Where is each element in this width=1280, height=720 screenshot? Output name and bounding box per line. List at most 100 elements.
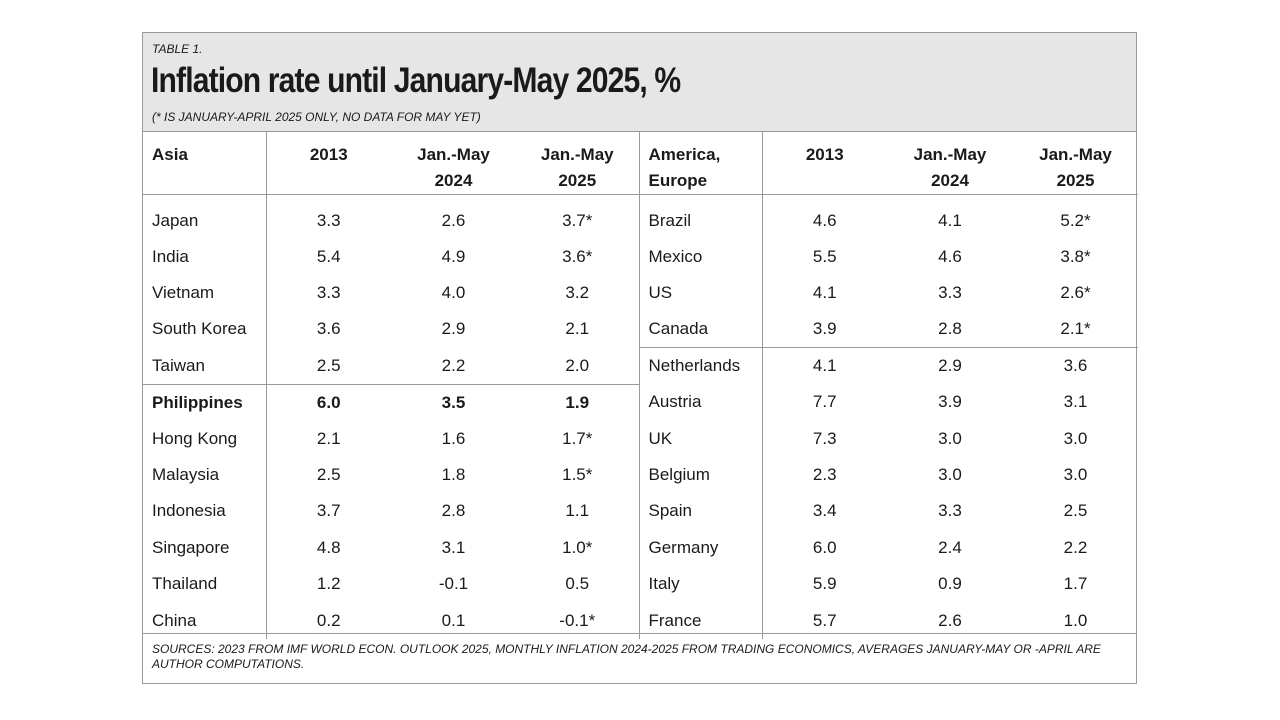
header-2025-west-line1: Jan.-May — [1039, 145, 1112, 164]
asia-2013: 4.8 — [316, 537, 341, 557]
asia-2013: 3.7 — [316, 501, 341, 521]
asia-2025: 2.1 — [565, 319, 590, 339]
table-header-row: Asia 2013 Jan.-May 2024 Jan.-May 2025 Am… — [143, 132, 1138, 195]
table-row: Philippines 6.0 3.5 1.9 Austria 7.7 3.9 … — [143, 383, 1138, 421]
west-2013: 5.7 — [812, 610, 837, 630]
west-2025: 5.2* — [1060, 210, 1091, 230]
west-2025: 1.0 — [1063, 610, 1088, 630]
asia-country: Indonesia — [143, 493, 267, 530]
west-2013: 4.6 — [812, 210, 837, 230]
table-subtitle: (* IS JANUARY-APRIL 2025 ONLY, NO DATA F… — [152, 110, 481, 124]
west-2013: 4.1 — [812, 283, 837, 303]
west-country: Canada — [638, 311, 763, 348]
asia-country: Singapore — [143, 529, 267, 567]
asia-2025: 1.1 — [565, 501, 590, 521]
asia-2025: -0.1* — [559, 610, 596, 630]
west-2024: 3.0 — [938, 428, 962, 448]
asia-2025: 0.5 — [565, 574, 590, 594]
west-2025: 3.1 — [1063, 392, 1088, 412]
header-asia: Asia — [143, 132, 267, 195]
table-row: Malaysia 2.5 1.8 1.5* Belgium 2.3 3.0 3.… — [143, 456, 1138, 494]
asia-2024: 4.0 — [441, 283, 466, 303]
table-row: Vietnam 3.3 4.0 3.2 US 4.1 3.3 2.6* — [143, 274, 1138, 312]
asia-2024: 2.2 — [441, 355, 466, 375]
asia-2013: 0.2 — [316, 610, 341, 630]
header-2013-asia: 2013 — [266, 132, 391, 195]
asia-country: Thailand — [143, 566, 267, 603]
inflation-table-figure: TABLE 1. Inflation rate until January-Ma… — [142, 32, 1138, 684]
table-footer: SOURCES: 2023 FROM IMF WORLD ECON. OUTLO… — [143, 633, 1136, 683]
west-2024: 4.6 — [938, 246, 962, 266]
asia-2013-highlight: 6.0 — [266, 383, 391, 421]
west-2013: 2.3 — [812, 465, 837, 485]
west-2024: 3.3 — [938, 283, 962, 303]
asia-2024: 4.9 — [441, 246, 466, 266]
west-2025: 3.6 — [1013, 347, 1138, 385]
header-2025-asia-line1: Jan.-May — [540, 145, 614, 164]
west-2025: 3.8* — [1060, 246, 1091, 266]
west-2024: 3.0 — [938, 465, 962, 485]
header-2024-asia-line1: Jan.-May — [417, 145, 490, 164]
west-2024: 2.9 — [887, 347, 1013, 385]
header-2025-asia-line2: 2025 — [558, 171, 597, 190]
asia-country: Malaysia — [143, 456, 267, 494]
inflation-table: Asia 2013 Jan.-May 2024 Jan.-May 2025 Am… — [143, 132, 1138, 639]
sources-note: SOURCES: 2023 FROM IMF WORLD ECON. OUTLO… — [152, 642, 1101, 671]
asia-2024: 1.6 — [441, 428, 466, 448]
west-country: Spain — [638, 493, 763, 530]
west-2025: 2.2 — [1063, 537, 1088, 557]
table-row: Thailand 1.2 -0.1 0.5 Italy 5.9 0.9 1.7 — [143, 566, 1138, 603]
west-2024: 3.3 — [938, 501, 962, 521]
asia-2013: 2.1 — [316, 428, 341, 448]
asia-2024: 2.9 — [441, 319, 466, 339]
west-2013: 5.9 — [812, 574, 837, 594]
west-country: Germany — [638, 529, 763, 567]
table-row: Japan 3.3 2.6 3.7* Brazil 4.6 4.1 5.2* — [143, 194, 1138, 239]
header-america-europe-line1: America, — [648, 145, 721, 164]
asia-country: Vietnam — [143, 274, 267, 312]
west-country: UK — [638, 420, 763, 457]
asia-2013: 3.3 — [316, 283, 341, 303]
asia-2024: -0.1 — [438, 574, 469, 594]
header-america-europe: America, Europe — [638, 132, 763, 195]
table-row: India 5.4 4.9 3.6* Mexico 5.5 4.6 3.8* — [143, 238, 1138, 275]
header-2025-asia: Jan.-May 2025 — [516, 132, 639, 195]
west-2024: 4.1 — [938, 210, 962, 230]
west-2024: 2.6 — [938, 610, 962, 630]
header-2024-west-line2: 2024 — [931, 171, 969, 190]
asia-country-highlight: Philippines — [143, 383, 267, 421]
west-2025: 2.1* — [1060, 319, 1091, 339]
asia-2025: 2.0 — [565, 355, 590, 375]
west-2013: 6.0 — [812, 537, 837, 557]
asia-country: Japan — [143, 194, 267, 239]
table-title: Inflation rate until January-May 2025, % — [151, 61, 681, 100]
asia-2024: 3.1 — [441, 537, 466, 557]
west-2024: 3.9 — [938, 392, 962, 412]
asia-2024: 0.1 — [441, 610, 466, 630]
west-country: Belgium — [638, 456, 763, 494]
table-header-band: TABLE 1. Inflation rate until January-Ma… — [143, 33, 1136, 132]
west-2024: 2.8 — [938, 319, 962, 339]
west-country: Netherlands — [638, 347, 763, 385]
asia-2013: 3.6 — [316, 319, 341, 339]
west-2013: 3.9 — [812, 319, 837, 339]
asia-country: Taiwan — [143, 347, 267, 385]
table-row: Singapore 4.8 3.1 1.0* Germany 6.0 2.4 2… — [143, 529, 1138, 567]
asia-2013: 1.2 — [316, 574, 341, 594]
table-body: Japan 3.3 2.6 3.7* Brazil 4.6 4.1 5.2* I… — [143, 194, 1138, 639]
west-2013: 3.4 — [812, 501, 837, 521]
header-2025-west: Jan.-May 2025 — [1013, 132, 1138, 195]
header-2024-west-line1: Jan.-May — [913, 145, 987, 164]
asia-2013: 3.3 — [316, 210, 341, 230]
table-row: Taiwan 2.5 2.2 2.0 Netherlands 4.1 2.9 3… — [143, 347, 1138, 385]
asia-2024: 2.6 — [441, 210, 466, 230]
west-country: Austria — [638, 384, 763, 421]
west-2013: 5.5 — [812, 246, 837, 266]
west-2013: 7.3 — [812, 428, 837, 448]
asia-2024: 2.8 — [441, 501, 466, 521]
asia-2025: 1.0* — [562, 537, 593, 557]
asia-2025: 1.7* — [562, 428, 593, 448]
asia-country: South Korea — [143, 311, 267, 348]
header-2024-west: Jan.-May 2024 — [887, 132, 1013, 195]
west-2025: 3.0 — [1063, 428, 1088, 448]
